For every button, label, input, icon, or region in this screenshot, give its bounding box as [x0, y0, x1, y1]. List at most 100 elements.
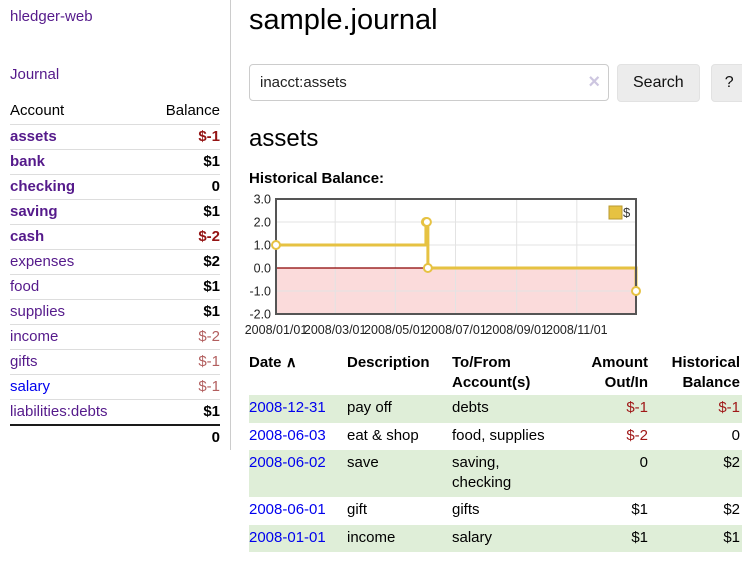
- register-header-amount: Amount Out/In: [591, 354, 648, 391]
- transaction-description: eat & shop: [347, 426, 419, 444]
- account-balance: $-2: [144, 224, 220, 250]
- register-row: 2008-06-02 save saving, checking 0 $2: [249, 449, 742, 498]
- accounts-header-balance: Balance: [165, 102, 220, 119]
- x-tick-label: 2008/07/01: [424, 323, 487, 337]
- account-row: liabilities:debts $1: [10, 399, 220, 425]
- register-row: 2008-06-03 eat & shop food, supplies $-2 0: [249, 423, 742, 450]
- transaction-accounts: gifts: [452, 501, 480, 519]
- transaction-amount: $-1: [626, 399, 648, 417]
- accounts-header-account: Account: [10, 102, 65, 119]
- account-row: checking 0: [10, 174, 220, 200]
- y-tick-label: -2.0: [249, 308, 271, 322]
- transaction-date-link[interactable]: 2008-06-03: [249, 426, 326, 444]
- search-input[interactable]: [249, 64, 609, 102]
- account-row: supplies $1: [10, 299, 220, 325]
- account-row: gifts $-1: [10, 349, 220, 375]
- account-link-checking[interactable]: checking: [10, 178, 76, 195]
- account-balance: 0: [144, 174, 220, 200]
- sort-ascending-icon: ∧: [285, 354, 297, 372]
- transaction-description: income: [347, 528, 396, 546]
- account-link-saving[interactable]: saving: [10, 203, 58, 220]
- register-table: Date ∧ Description To/From Account(s) Am…: [249, 351, 742, 552]
- account-balance: $2: [144, 249, 220, 275]
- transaction-balance: $1: [723, 528, 740, 546]
- page-title: sample.journal: [249, 4, 438, 36]
- account-link-salary[interactable]: salary: [10, 378, 51, 395]
- register-row: 2008-06-01 gift gifts $1 $2: [249, 497, 742, 524]
- account-link-income[interactable]: income: [10, 328, 59, 345]
- account-link-supplies[interactable]: supplies: [10, 303, 66, 320]
- account-balance: $-2: [144, 324, 220, 350]
- register-header-balance: Historical Balance: [671, 354, 740, 391]
- search-form: × Search ?: [249, 64, 742, 103]
- x-tick-label: 2008/09/01: [485, 323, 548, 337]
- chart-title: Historical Balance:: [249, 170, 385, 188]
- y-tick-label: 1.0: [254, 239, 271, 253]
- account-row: food $1: [10, 274, 220, 300]
- transaction-balance: $-1: [718, 399, 740, 417]
- account-link-liabilities-debts[interactable]: liabilities:debts: [10, 403, 108, 420]
- y-tick-label: 0.0: [254, 262, 271, 276]
- data-point-marker: [631, 286, 641, 297]
- register-header-accounts: To/From Account(s): [452, 354, 531, 391]
- historical-balance-chart: 3.0 2.0 1.0 0.0 -1.0 -2.0 2008/01/01 2008/03/01…: [245, 193, 742, 343]
- register-header-date[interactable]: Date ∧: [249, 354, 297, 372]
- account-link-expenses[interactable]: expenses: [10, 253, 75, 270]
- account-balance: $-1: [144, 349, 220, 375]
- account-link-cash[interactable]: cash: [10, 228, 45, 245]
- accounts-total-spacer: [10, 424, 145, 450]
- sidebar: hledger-web Journal Account Balance asse…: [0, 0, 231, 450]
- transaction-date-link[interactable]: 2008-06-01: [249, 501, 326, 519]
- transaction-accounts: food, supplies: [452, 426, 545, 444]
- sidebar-item-journal[interactable]: Journal: [10, 66, 60, 83]
- account-balance: $1: [144, 149, 220, 175]
- register-header-description: Description: [347, 354, 430, 372]
- x-tick-label: 2008/01/01: [245, 323, 308, 337]
- transaction-date-link[interactable]: 2008-06-02: [249, 453, 326, 471]
- plot-border: [275, 198, 637, 316]
- x-tick-label: 2008/11/01: [546, 323, 608, 337]
- transaction-accounts: debts: [452, 399, 489, 417]
- y-tick-label: 2.0: [254, 216, 271, 230]
- account-link-bank[interactable]: bank: [10, 153, 46, 170]
- transaction-accounts: saving, checking: [452, 453, 512, 492]
- search-button[interactable]: Search: [617, 64, 700, 103]
- transaction-date-link[interactable]: 2008-12-31: [249, 399, 326, 417]
- transaction-amount: $1: [631, 528, 648, 546]
- transaction-amount: $-2: [626, 426, 648, 444]
- transaction-balance: 0: [731, 426, 740, 444]
- account-row: salary $-1: [10, 374, 220, 400]
- account-row: cash $-2: [10, 224, 220, 250]
- account-balance: $1: [144, 199, 220, 225]
- search-box: ×: [249, 64, 609, 102]
- main-content: sample.journal × Search ? assets Histori…: [231, 0, 742, 552]
- transaction-description: save: [347, 453, 379, 471]
- help-button[interactable]: ?: [710, 64, 742, 103]
- transaction-description: gift: [347, 501, 368, 519]
- x-tick-label: 2008/03/01: [304, 323, 367, 337]
- clear-search-icon[interactable]: ×: [588, 71, 600, 94]
- brand-link[interactable]: hledger-web: [10, 8, 93, 25]
- transaction-date-link[interactable]: 2008-01-01: [249, 528, 326, 546]
- transaction-amount: 0: [639, 453, 648, 471]
- data-point-marker: [421, 217, 432, 228]
- hledger-web-app: hledger-web Journal Account Balance asse…: [0, 0, 742, 552]
- register-row: 2008-01-01 income salary $1 $1: [249, 524, 742, 552]
- account-row: saving $1: [10, 199, 220, 225]
- account-link-food[interactable]: food: [10, 278, 40, 295]
- transaction-amount: $1: [631, 501, 648, 519]
- account-balance: $-1: [144, 374, 220, 400]
- transaction-balance: $2: [723, 453, 740, 471]
- account-row: income $-2: [10, 324, 220, 350]
- account-balance: $1: [144, 274, 220, 300]
- transaction-balance: $2: [723, 501, 740, 519]
- account-balance: $1: [144, 399, 220, 425]
- account-link-assets[interactable]: assets: [10, 128, 57, 145]
- account-balance: $-1: [144, 124, 220, 150]
- y-tick-label: 3.0: [254, 193, 271, 207]
- account-heading: assets: [249, 125, 319, 153]
- account-row: expenses $2: [10, 249, 220, 275]
- accounts-table: Account Balance assets $-1 bank $1 checking 0…: [10, 98, 220, 450]
- register-row: 2008-12-31 pay off debts $-1 $-1: [249, 395, 742, 423]
- account-link-gifts[interactable]: gifts: [10, 353, 38, 370]
